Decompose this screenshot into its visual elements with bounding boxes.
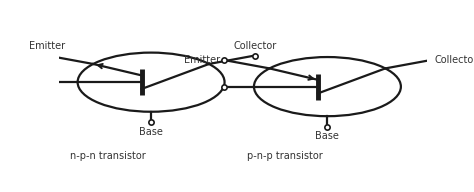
- Text: n-p-n transistor: n-p-n transistor: [70, 151, 146, 161]
- Text: Emitter: Emitter: [184, 55, 220, 65]
- Text: p-n-p transistor: p-n-p transistor: [246, 151, 322, 161]
- Text: Emitter: Emitter: [29, 41, 65, 51]
- Text: Base: Base: [139, 127, 163, 137]
- Text: Collector: Collector: [233, 41, 276, 51]
- Text: Collector: Collector: [435, 55, 474, 65]
- Text: Base: Base: [316, 131, 339, 141]
